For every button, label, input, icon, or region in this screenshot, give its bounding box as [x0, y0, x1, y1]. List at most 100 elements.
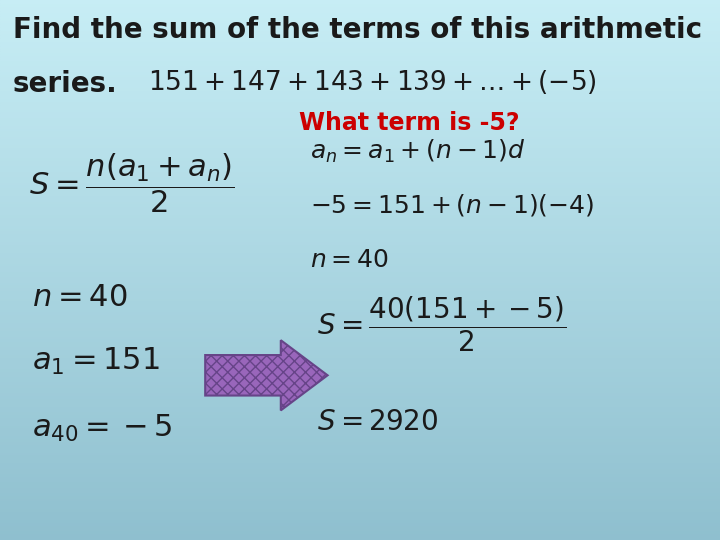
Bar: [0, 308, 720, 310]
Bar: [0, 386, 720, 389]
Bar: [0, 232, 720, 235]
Bar: [0, 176, 720, 178]
Bar: [0, 251, 720, 254]
Text: $-5=151+\left(n-1\right)\left(-4\right)$: $-5=151+\left(n-1\right)\left(-4\right)$: [310, 192, 594, 218]
Bar: [0, 108, 720, 111]
Bar: [0, 100, 720, 103]
Bar: [0, 46, 720, 49]
Bar: [0, 389, 720, 392]
Bar: [0, 402, 720, 405]
Bar: [0, 146, 720, 148]
Bar: [0, 240, 720, 243]
Bar: [0, 351, 720, 354]
Bar: [0, 478, 720, 481]
Bar: [0, 332, 720, 335]
Bar: [0, 348, 720, 351]
Text: $S=\dfrac{n\left(a_1+a_n\right)}{2}$: $S=\dfrac{n\left(a_1+a_n\right)}{2}$: [29, 151, 235, 215]
Bar: [0, 111, 720, 113]
Bar: [0, 378, 720, 381]
Text: series.: series.: [13, 70, 117, 98]
Bar: [0, 418, 720, 421]
Bar: [0, 270, 720, 273]
Bar: [0, 324, 720, 327]
Bar: [0, 192, 720, 194]
Bar: [0, 254, 720, 256]
Bar: [0, 200, 720, 202]
Bar: [0, 151, 720, 154]
Bar: [0, 19, 720, 22]
Bar: [0, 319, 720, 321]
Bar: [0, 356, 720, 359]
Bar: [0, 135, 720, 138]
Bar: [0, 167, 720, 170]
Bar: [0, 246, 720, 248]
Bar: [0, 456, 720, 459]
Bar: [0, 535, 720, 537]
Bar: [0, 392, 720, 394]
Bar: [0, 464, 720, 467]
Bar: [0, 483, 720, 486]
Bar: [0, 278, 720, 281]
Bar: [0, 297, 720, 300]
Bar: [0, 127, 720, 130]
Bar: [0, 216, 720, 219]
Bar: [0, 367, 720, 370]
Bar: [0, 202, 720, 205]
Bar: [0, 40, 720, 43]
Bar: [0, 89, 720, 92]
Text: $a_1=151$: $a_1=151$: [32, 346, 161, 377]
Bar: [0, 327, 720, 329]
Bar: [0, 526, 720, 529]
Bar: [0, 148, 720, 151]
Bar: [0, 397, 720, 400]
Bar: [0, 381, 720, 383]
Bar: [0, 289, 720, 292]
Bar: [0, 346, 720, 348]
Bar: [0, 435, 720, 437]
Bar: [0, 194, 720, 197]
Bar: [0, 119, 720, 122]
Bar: [0, 446, 720, 448]
Bar: [0, 451, 720, 454]
Bar: [0, 518, 720, 521]
Bar: [0, 113, 720, 116]
Bar: [0, 284, 720, 286]
Bar: [0, 76, 720, 78]
Bar: [0, 521, 720, 524]
Bar: [0, 421, 720, 424]
Bar: [0, 140, 720, 143]
Bar: [0, 165, 720, 167]
Bar: [0, 32, 720, 35]
Text: $S=\dfrac{40\left(151+-5\right)}{2}$: $S=\dfrac{40\left(151+-5\right)}{2}$: [317, 294, 566, 354]
Text: $a_{40}=-5$: $a_{40}=-5$: [32, 413, 173, 444]
Bar: [0, 329, 720, 332]
Bar: [0, 305, 720, 308]
Bar: [0, 475, 720, 478]
Bar: [0, 413, 720, 416]
Polygon shape: [205, 340, 328, 410]
Bar: [0, 97, 720, 100]
Bar: [0, 73, 720, 76]
Bar: [0, 3, 720, 5]
Bar: [0, 54, 720, 57]
Bar: [0, 440, 720, 443]
Bar: [0, 221, 720, 224]
Bar: [0, 516, 720, 518]
Bar: [0, 186, 720, 189]
Bar: [0, 340, 720, 343]
Bar: [0, 524, 720, 526]
Bar: [0, 235, 720, 238]
Bar: [0, 532, 720, 535]
Bar: [0, 383, 720, 386]
Bar: [0, 410, 720, 413]
Bar: [0, 59, 720, 62]
Bar: [0, 157, 720, 159]
Bar: [0, 16, 720, 19]
Bar: [0, 354, 720, 356]
Bar: [0, 370, 720, 373]
Bar: [0, 321, 720, 324]
Text: $n=40$: $n=40$: [32, 284, 128, 313]
Bar: [0, 208, 720, 211]
Bar: [0, 57, 720, 59]
Bar: [0, 267, 720, 270]
